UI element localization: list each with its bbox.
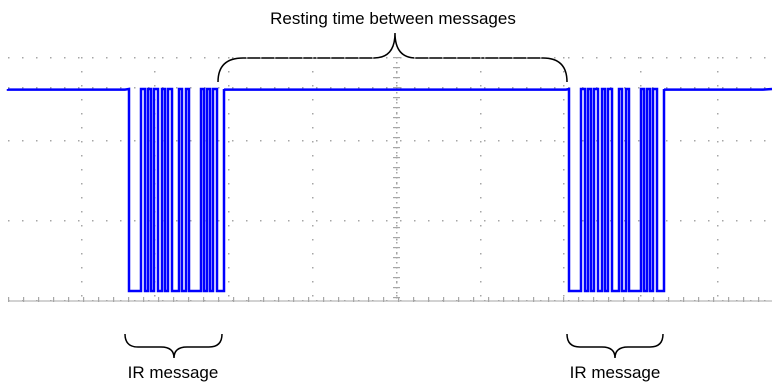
- ir-message-label-right: IR message: [570, 363, 661, 382]
- ir-message-brace-left-icon: [124, 333, 223, 359]
- resting-time-label: Resting time between messages: [270, 9, 516, 28]
- ir-signal-trace: [6, 87, 773, 293]
- ir-message-brace-right-icon: [566, 333, 664, 359]
- resting-brace-icon: [217, 32, 568, 83]
- ir-message-label-left: IR message: [128, 363, 219, 382]
